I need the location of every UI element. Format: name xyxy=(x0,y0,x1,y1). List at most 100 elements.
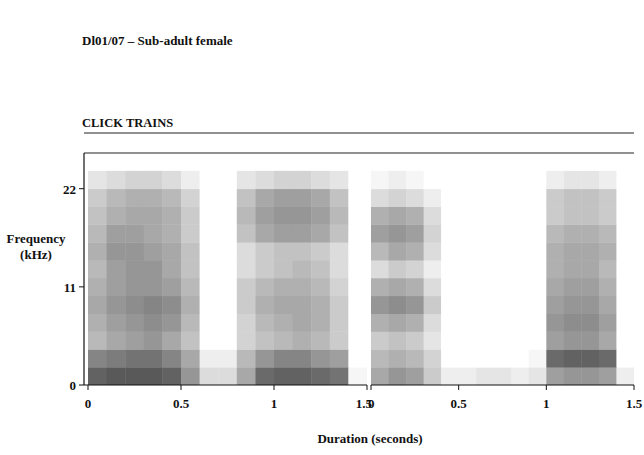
spectrogram-cell xyxy=(218,296,237,314)
x-tick xyxy=(181,385,182,390)
spectrogram-cell xyxy=(255,242,274,260)
spectrogram-cell xyxy=(181,189,200,207)
spectrogram-cell xyxy=(564,278,582,296)
spectrogram-cell xyxy=(389,331,407,349)
spectrogram-cell xyxy=(599,314,617,332)
spectrogram-cell xyxy=(371,171,389,189)
spectrogram-cell xyxy=(88,314,107,332)
spectrogram-cell xyxy=(311,349,330,367)
spectrogram-cell xyxy=(88,171,107,189)
spectrogram-cell xyxy=(581,331,599,349)
spectrogram-cell xyxy=(424,314,442,332)
spectrogram-cell xyxy=(564,171,582,189)
spectrogram-cell xyxy=(218,242,237,260)
spectrogram-cell xyxy=(218,171,237,189)
spectrogram-cell xyxy=(459,367,477,385)
spectrogram-cell xyxy=(476,278,494,296)
spectrogram-cell xyxy=(200,189,219,207)
waveform-strip-line xyxy=(367,153,634,154)
spectrogram-cell xyxy=(476,189,494,207)
spectrogram-cell xyxy=(311,171,330,189)
spectrogram-cell xyxy=(389,367,407,385)
spectrogram-cell xyxy=(348,242,367,260)
spectrogram-cell xyxy=(494,349,512,367)
spectrogram-cell xyxy=(581,171,599,189)
x-axis-line xyxy=(84,384,367,385)
spectrogram-cell xyxy=(599,260,617,278)
spectrogram-cell xyxy=(274,296,293,314)
spectrogram-cell xyxy=(494,189,512,207)
spectrogram-cell xyxy=(476,224,494,242)
spectrogram-cell xyxy=(125,260,144,278)
spectrogram-cell xyxy=(88,331,107,349)
spectrogram-cell xyxy=(255,207,274,225)
spectrogram-cell xyxy=(274,242,293,260)
spectrogram-cell xyxy=(125,242,144,260)
spectrogram-cell xyxy=(181,171,200,189)
spectrogram-cell xyxy=(529,278,547,296)
spectrogram-cell xyxy=(494,242,512,260)
spectrogram-cell xyxy=(564,349,582,367)
spectrogram-cell xyxy=(459,331,477,349)
spectrogram-cell xyxy=(581,296,599,314)
spectrogram-cell xyxy=(125,171,144,189)
spectrogram-cell xyxy=(88,242,107,260)
spectrogram-cell xyxy=(406,242,424,260)
spectrogram-cell xyxy=(348,207,367,225)
spectrogram-cell xyxy=(88,207,107,225)
spectrogram-cell xyxy=(181,242,200,260)
x-axis-line xyxy=(371,384,634,385)
spectrogram-cell xyxy=(274,314,293,332)
spectrogram-cell xyxy=(389,189,407,207)
spectrogram-cell xyxy=(511,171,529,189)
spectrogram-cell xyxy=(371,189,389,207)
spectrogram-cell xyxy=(330,349,349,367)
spectrogram-cell xyxy=(144,171,163,189)
spectrogram-cell xyxy=(255,260,274,278)
spectrogram-cell xyxy=(348,314,367,332)
spectrogram-cell xyxy=(441,349,459,367)
spectrogram-cell xyxy=(424,171,442,189)
x-tick-label: 0 xyxy=(85,396,92,411)
spectrogram-cell xyxy=(406,224,424,242)
spectrogram-cell xyxy=(494,296,512,314)
spectrogram-cell xyxy=(181,278,200,296)
spectrogram-cell xyxy=(389,224,407,242)
spectrogram-cell xyxy=(144,331,163,349)
spectrogram-cell xyxy=(293,189,312,207)
spectrogram-cell xyxy=(125,314,144,332)
spectrogram-cell xyxy=(125,189,144,207)
spectrogram-cell xyxy=(616,242,634,260)
spectrogram-cell xyxy=(348,331,367,349)
y-tick xyxy=(79,286,84,287)
spectrogram-cell xyxy=(476,367,494,385)
spectrogram-cell xyxy=(218,207,237,225)
spectrogram-cell xyxy=(476,296,494,314)
spectrogram-cell xyxy=(564,242,582,260)
spectrogram-cell xyxy=(330,331,349,349)
spectrogram-cell xyxy=(424,331,442,349)
y-tick xyxy=(79,385,84,386)
y-tick-label: 0 xyxy=(70,378,77,393)
spectrogram-cell xyxy=(107,296,126,314)
spectrogram-cell xyxy=(181,331,200,349)
spectrogram-cell xyxy=(181,207,200,225)
spectrogram-cell xyxy=(441,207,459,225)
waveform-strip-line xyxy=(84,153,367,154)
spectrogram-cell xyxy=(293,314,312,332)
spectrogram-cell xyxy=(599,296,617,314)
spectrogram-cell xyxy=(599,278,617,296)
spectrogram-cell xyxy=(181,367,200,385)
spectrogram-cell xyxy=(330,296,349,314)
spectrogram-cell xyxy=(88,278,107,296)
y-tick-label: 11 xyxy=(64,280,76,295)
spectrogram-cell xyxy=(371,331,389,349)
spectrogram-cell xyxy=(406,367,424,385)
spectrogram-cell xyxy=(348,189,367,207)
spectrogram-cell xyxy=(459,260,477,278)
spectrogram-cell xyxy=(529,296,547,314)
spectrogram-cell xyxy=(441,189,459,207)
spectrogram-cell xyxy=(564,296,582,314)
spectrogram-cell xyxy=(200,207,219,225)
spectrogram-cell xyxy=(88,189,107,207)
